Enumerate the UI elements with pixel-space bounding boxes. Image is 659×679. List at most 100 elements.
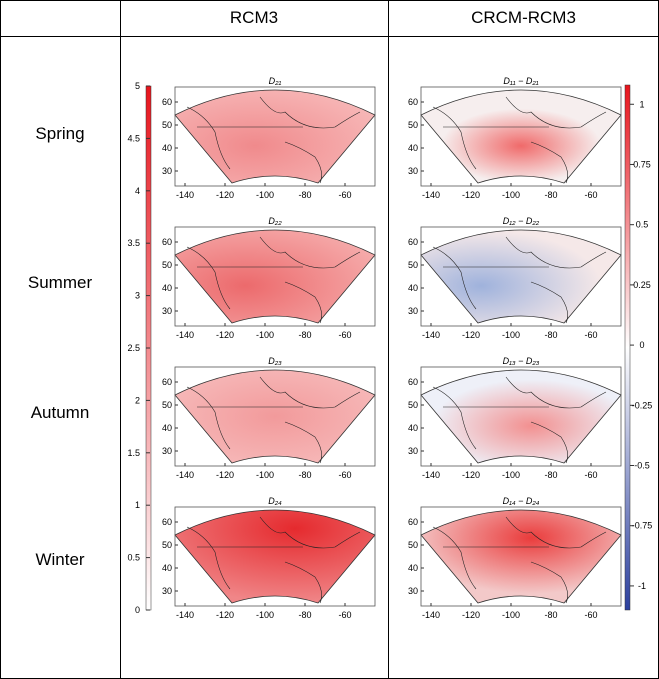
colorbar-tick-label: 2.5 [127,343,140,353]
colorbar-tick-label: -0.75 [632,521,653,531]
coastline [432,96,607,184]
y-tick-label: 40 [162,283,172,293]
column-divider [388,0,389,679]
y-tick-label: 60 [162,517,172,527]
domain-heatmap [174,229,376,324]
axes-frame [174,506,376,607]
x-tick-label: -120 [216,330,234,340]
axes-frame [420,506,622,607]
x-tick-label: -80 [544,470,557,480]
y-tick-label: 40 [162,423,172,433]
x-tick-label: -140 [176,470,194,480]
colorbar-tick-label: 2 [135,395,140,405]
y-tick-label: 30 [408,446,418,456]
x-tick-label: -100 [256,610,274,620]
axes-frame [174,86,376,187]
colorbar-tick-label: 0.5 [636,220,649,230]
y-tick-label: 40 [408,563,418,573]
y-tick-label: 30 [408,166,418,176]
colorbar-tick-label: 0.75 [633,159,651,169]
right-map-panel: D₁₁ − D₂₁ -140 -120 -100 -80 -60 60 50 40 30 [408,76,622,200]
y-tick-label: 30 [162,446,172,456]
colorbar-tick-label: 0.5 [127,553,140,563]
y-tick-label: 50 [162,120,172,130]
row-label-winter: Winter [35,550,85,569]
x-tick-label: -60 [584,610,597,620]
colorbar-tick-label: 4.5 [127,133,140,143]
axes-frame [420,226,622,327]
x-tick-label: -80 [298,610,311,620]
right-map-panel: D₁₂ − D₂₂ -140 -120 -100 -80 -60 60 50 40 30 [408,216,622,340]
y-tick-label: 40 [162,563,172,573]
panel-title: D₁₃ − D₂₃ [503,356,540,366]
colorbar-tick-label: 1.5 [127,448,140,458]
colorbar-tick-label: 4 [135,186,140,196]
x-tick-label: -60 [338,190,351,200]
x-tick-label: -60 [338,610,351,620]
coastline [186,516,361,604]
x-tick-label: -120 [216,610,234,620]
x-tick-label: -120 [216,470,234,480]
y-tick-label: 30 [408,306,418,316]
column-header-crcm-rcm3: CRCM-RCM3 [471,8,576,27]
x-tick-label: -80 [544,610,557,620]
axes-frame [174,226,376,327]
domain-heatmap [420,369,622,464]
y-tick-label: 40 [408,423,418,433]
x-tick-label: -100 [256,190,274,200]
x-tick-label: -120 [462,330,480,340]
domain-heatmap [174,369,376,464]
colorbar-tick-label: 1 [639,99,644,109]
column-divider [120,0,121,679]
row-label-summer: Summer [27,273,93,292]
y-tick-label: 40 [408,283,418,293]
domain-heatmap [420,509,622,604]
x-tick-label: -140 [422,470,440,480]
coastline [432,236,607,324]
coastline [186,236,361,324]
x-tick-label: -100 [256,330,274,340]
x-tick-label: -80 [544,330,557,340]
x-tick-label: -60 [584,470,597,480]
x-tick-label: -140 [422,610,440,620]
x-tick-label: -60 [338,470,351,480]
y-tick-label: 60 [408,237,418,247]
y-tick-label: 60 [162,97,172,107]
panel-title: D₂₂ [268,216,282,226]
x-tick-label: -100 [502,470,520,480]
panel-title: D₂₁ [269,76,282,86]
coastline [186,96,361,184]
x-tick-label: -60 [338,330,351,340]
panel-title: D₁₂ − D₂₂ [503,216,540,226]
y-tick-label: 40 [162,143,172,153]
row-label-autumn: Autumn [30,403,90,422]
x-tick-label: -80 [298,470,311,480]
panel-title: D₁₄ − D₂₄ [503,496,540,506]
colorbar-tick-label: 3.5 [127,238,140,248]
left-map-panel: D₂₃ -140 -120 -100 -80 -60 60 50 40 30 [162,356,376,480]
coastline [432,516,607,604]
y-tick-label: 30 [162,306,172,316]
x-tick-label: -100 [502,330,520,340]
column-header-rcm3: RCM3 [229,8,279,27]
domain-heatmap [174,509,376,604]
x-tick-label: -140 [422,190,440,200]
x-tick-label: -80 [298,330,311,340]
domain-heatmap [420,229,622,324]
y-tick-label: 60 [408,97,418,107]
x-tick-label: -80 [544,190,557,200]
x-tick-label: -100 [502,610,520,620]
colorbar-tick-label: 1 [135,500,140,510]
x-tick-label: -140 [176,190,194,200]
y-tick-label: 50 [162,540,172,550]
y-tick-label: 30 [408,586,418,596]
y-tick-label: 30 [162,166,172,176]
right-colorbar [624,84,631,611]
y-tick-label: 50 [408,260,418,270]
y-tick-label: 50 [408,540,418,550]
domain-heatmap [174,89,376,184]
right-map-panel: D₁₄ − D₂₄ -140 -120 -100 -80 -60 60 50 40 30 [408,496,622,620]
colorbar-tick-label: 0 [639,340,644,350]
left-map-panel: D₂₂ -140 -120 -100 -80 -60 60 50 40 30 [162,216,376,340]
row-label-spring: Spring [35,124,85,143]
